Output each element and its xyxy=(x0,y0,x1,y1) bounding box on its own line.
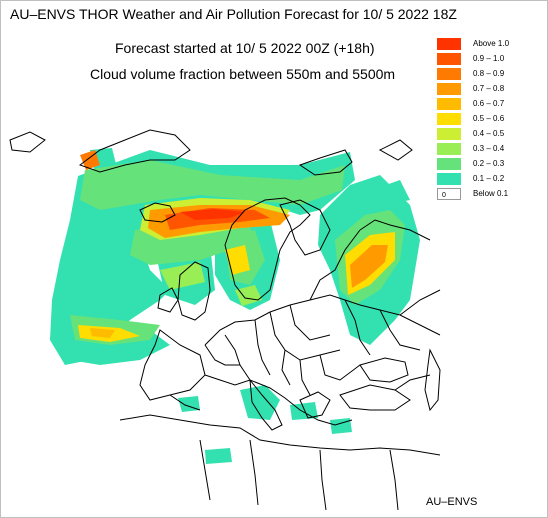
legend-swatch xyxy=(437,83,461,95)
legend-swatch xyxy=(437,98,461,110)
legend-item: 0.4 – 0.5 xyxy=(437,127,547,141)
legend-label: 0.7 – 0.8 xyxy=(473,84,505,93)
legend-label: 0.6 – 0.7 xyxy=(473,99,505,108)
credit-label: AU–ENVS xyxy=(426,496,478,508)
legend-item: 0.2 – 0.3 xyxy=(437,157,547,171)
legend-swatch xyxy=(437,53,461,65)
legend-label: 0.9 – 1.0 xyxy=(473,54,505,63)
legend-item: 0.1 – 0.2 xyxy=(437,172,547,186)
legend-swatch xyxy=(437,128,461,140)
legend-label: Below 0.1 xyxy=(473,189,509,198)
legend-swatch: 0 xyxy=(437,188,461,200)
legend-item: 0.7 – 0.8 xyxy=(437,82,547,96)
legend-swatch xyxy=(437,143,461,155)
forecast-start-label: Forecast started at 10/ 5 2022 00Z (+18h… xyxy=(115,40,375,56)
legend-swatch xyxy=(437,173,461,185)
color-legend: Above 1.0 0.9 – 1.0 0.8 – 0.9 0.7 – 0.8 0.6 … xyxy=(437,37,547,202)
cloud-field xyxy=(50,148,420,464)
legend-item: 0.8 – 0.9 xyxy=(437,67,547,81)
variable-label: Cloud volume fraction between 550m and 5… xyxy=(90,66,396,82)
legend-swatch xyxy=(437,68,461,80)
legend-label: 0.3 – 0.4 xyxy=(473,144,505,153)
map-title: AU–ENVS THOR Weather and Air Pollution F… xyxy=(10,6,457,22)
legend-label: Above 1.0 xyxy=(473,39,510,48)
legend-swatch xyxy=(437,158,461,170)
legend-label: 0.1 – 0.2 xyxy=(473,174,505,183)
legend-swatch xyxy=(437,113,461,125)
legend-label: 0.5 – 0.6 xyxy=(473,114,505,123)
legend-swatch-text: 0 xyxy=(442,192,446,199)
legend-item: 0.9 – 1.0 xyxy=(437,52,547,66)
legend-label: 0.4 – 0.5 xyxy=(473,129,505,138)
coastlines xyxy=(9,129,441,511)
legend-label: 0.8 – 0.9 xyxy=(473,69,505,78)
legend-item: 0.5 – 0.6 xyxy=(437,112,547,126)
legend-item: Above 1.0 xyxy=(437,37,547,51)
legend-item: 0 Below 0.1 xyxy=(437,187,547,201)
legend-label: 0.2 – 0.3 xyxy=(473,159,505,168)
legend-item: 0.3 – 0.4 xyxy=(437,142,547,156)
legend-item: 0.6 – 0.7 xyxy=(437,97,547,111)
legend-swatch xyxy=(437,38,461,50)
